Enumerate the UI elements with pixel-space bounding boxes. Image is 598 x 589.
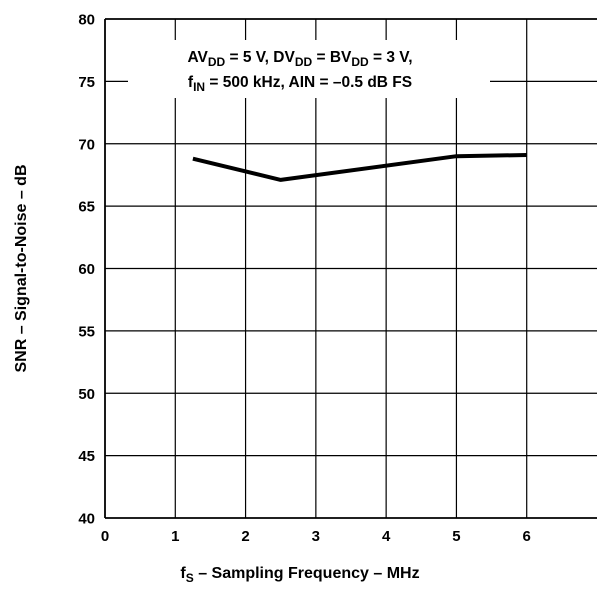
y-axis-label: SNR – Signal-to-Noise – dB: [13, 164, 30, 372]
annotation-text: = 500 kHz, AIN = –0.5 dB FS: [205, 74, 412, 91]
x-tick-label: 6: [523, 528, 531, 545]
subscript-text: DD: [208, 55, 226, 69]
subscript-text: DD: [295, 55, 313, 69]
y-tick-label: 80: [78, 12, 95, 29]
y-tick-label: 60: [78, 261, 95, 278]
x-tick-label: 5: [452, 528, 460, 545]
x-tick-label: 2: [241, 528, 249, 545]
x-tick-label: 1: [171, 528, 179, 545]
x-tick-label: 0: [101, 528, 109, 545]
y-tick-label: 70: [78, 136, 95, 153]
annotation-line-1: AVDD = 5 V, DVDD = BVDD = 3 V,: [187, 49, 412, 69]
annotation-text: AV: [187, 49, 208, 66]
y-tick-label: 50: [78, 386, 95, 403]
subscript-text: DD: [351, 55, 369, 69]
y-tick-label: 75: [78, 74, 95, 91]
y-tick-label: 55: [78, 323, 95, 340]
x-axis-label: fS – Sampling Frequency – MHz: [180, 565, 419, 585]
annotation-text: f: [188, 74, 194, 91]
annotation-background: [128, 40, 490, 98]
x-tick-label: 4: [382, 528, 391, 545]
y-tick-label: 45: [78, 448, 95, 465]
series-line-0: [192, 153, 527, 182]
x-axis-label-subscript: S: [186, 571, 194, 585]
annotation-text: = BV: [312, 49, 352, 66]
subscript-text: IN: [193, 80, 205, 94]
y-tick-label: 65: [78, 199, 95, 216]
annotation-line-2: fIN = 500 kHz, AIN = –0.5 dB FS: [188, 74, 412, 94]
annotation-text: = 5 V, DV: [225, 49, 295, 66]
x-axis-label-text: – Sampling Frequency – MHz: [194, 565, 420, 582]
x-tick-label: 3: [312, 528, 320, 545]
annotation-text: = 3 V,: [369, 49, 413, 66]
x-axis-label-text: f: [180, 565, 186, 582]
annotation-box: AVDD = 5 V, DVDD = BVDD = 3 V,fIN = 500 …: [128, 40, 490, 98]
series: [192, 153, 527, 182]
y-tick-label: 40: [78, 511, 95, 528]
